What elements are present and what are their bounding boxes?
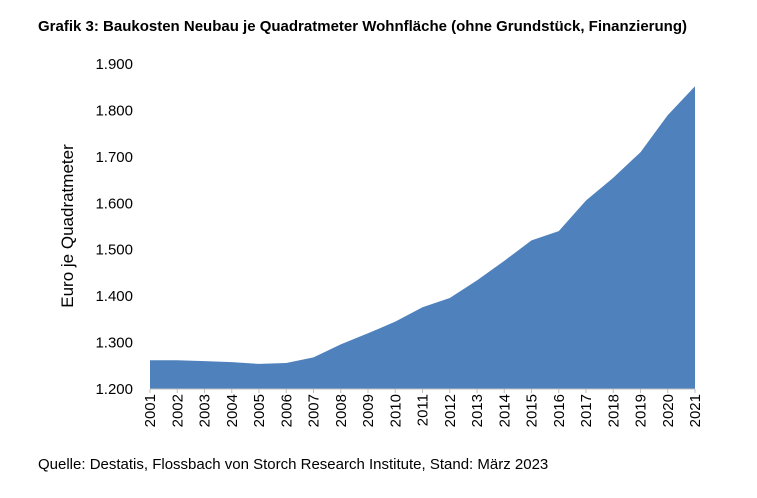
x-tick-label: 2006: [278, 394, 295, 427]
x-tick-label: 2003: [197, 394, 214, 427]
y-tick-label: 1.500: [95, 242, 133, 259]
x-tick-label: 2012: [442, 394, 459, 427]
x-tick-label: 2021: [687, 394, 704, 427]
y-tick-label: 1.200: [95, 381, 133, 398]
x-tick-label: 2002: [169, 394, 186, 427]
x-tick-label: 2016: [551, 394, 568, 427]
y-tick-label: 1.300: [95, 335, 133, 352]
y-tick-label: 1.700: [95, 149, 133, 166]
x-tick-label: 2015: [524, 394, 541, 427]
x-tick-label: 2008: [333, 394, 350, 427]
x-tick-label: 2020: [660, 394, 677, 427]
source-note: Quelle: Destatis, Flossbach von Storch R…: [38, 456, 549, 473]
plot-area: [150, 86, 695, 389]
x-tick-label: 2004: [224, 394, 241, 427]
y-tick-label: 1.600: [95, 195, 133, 212]
x-tick-label: 2001: [142, 394, 159, 427]
x-tick-label: 2019: [633, 394, 650, 427]
x-tick-label: 2007: [306, 394, 323, 427]
y-axis-title: Euro je Quadratmeter: [58, 144, 77, 308]
area-series: [150, 86, 695, 389]
chart-title: Grafik 3: Baukosten Neubau je Quadratmet…: [38, 18, 687, 35]
y-axis: 1.200 1.300 1.400 1.500 1.600 1.700 1.800 1.900: [95, 56, 133, 398]
y-tick-label: 1.400: [95, 288, 133, 305]
y-tick-label: 1.800: [95, 102, 133, 119]
x-axis: 2001 2002 2003 2004 2005 2006 2007 2008 2009 2010…: [142, 388, 704, 427]
x-tick-label: 2011: [415, 394, 432, 426]
x-tick-label: 2017: [578, 394, 595, 427]
y-tick-label: 1.900: [95, 56, 133, 73]
x-tick-label: 2018: [605, 394, 622, 427]
x-tick-label: 2010: [387, 394, 404, 427]
x-tick-label: 2014: [496, 394, 513, 427]
x-tick-label: 2013: [469, 394, 486, 427]
x-tick-label: 2009: [360, 394, 377, 427]
x-tick-label: 2005: [251, 394, 268, 427]
